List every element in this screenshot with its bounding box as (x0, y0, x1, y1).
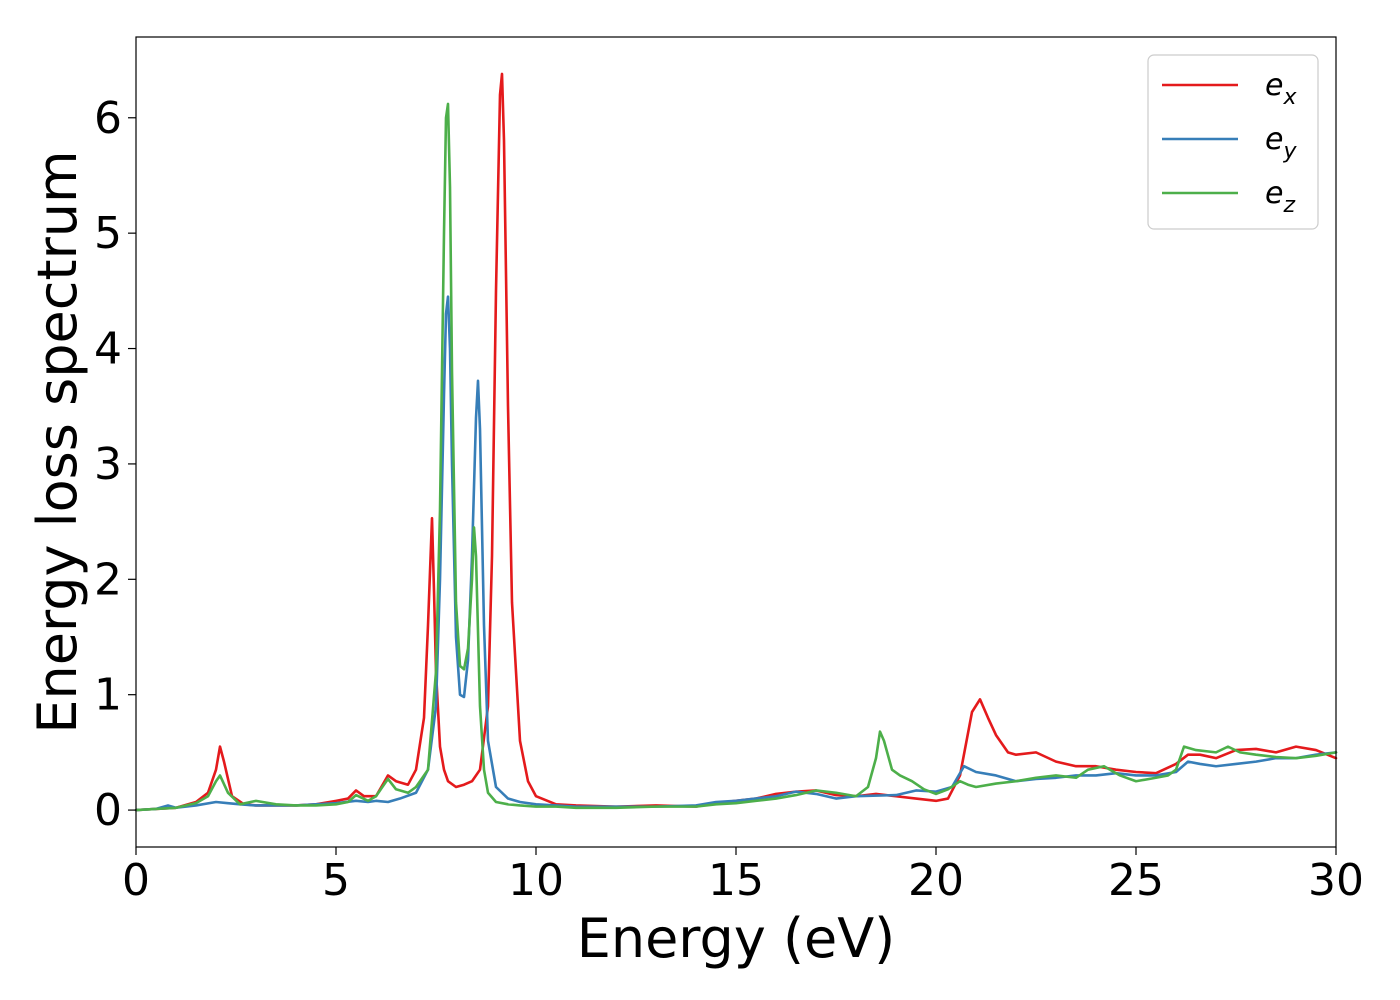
x-tick-label: 25 (1108, 855, 1164, 906)
y-tick-label: 0 (94, 785, 122, 836)
legend-label-e-z: ez (1265, 176, 1295, 218)
y-tick-label: 3 (94, 439, 122, 490)
y-axis-ticks: 0 1 2 3 4 5 6 (94, 93, 136, 836)
x-tick-label: 10 (508, 855, 564, 906)
x-tick-label: 5 (322, 855, 350, 906)
y-tick-label: 4 (94, 324, 122, 375)
legend-label-main: e (1265, 176, 1283, 211)
x-tick-label: 0 (122, 855, 150, 906)
series-line-e-x (134, 72, 1338, 812)
series-line-e-y (134, 295, 1338, 812)
legend-label-e-x: ex (1265, 68, 1297, 110)
y-axis-title: Energy loss spectrum (26, 150, 89, 733)
x-tick-label: 15 (708, 855, 764, 906)
legend-box (1147, 54, 1319, 230)
y-tick-label: 5 (94, 208, 122, 259)
legend-label-main: e (1265, 68, 1283, 103)
y-tick-label: 2 (94, 554, 122, 605)
legend-label-subscript: z (1282, 193, 1295, 218)
legend-label-subscript: x (1282, 85, 1297, 110)
plot-background (136, 37, 1336, 847)
x-axis-ticks: 0 5 10 15 20 25 30 (122, 847, 1364, 906)
series-group (134, 72, 1338, 812)
legend-label-subscript: y (1282, 139, 1297, 164)
series-line-e-z (134, 102, 1338, 812)
legend-label-e-y: ey (1265, 122, 1297, 164)
y-tick-label: 1 (94, 670, 122, 721)
y-tick-label: 6 (94, 93, 122, 144)
x-axis-title: Energy (eV) (577, 907, 896, 970)
x-tick-label: 20 (908, 855, 964, 906)
x-tick-label: 30 (1308, 855, 1364, 906)
legend-label-main: e (1265, 122, 1283, 157)
